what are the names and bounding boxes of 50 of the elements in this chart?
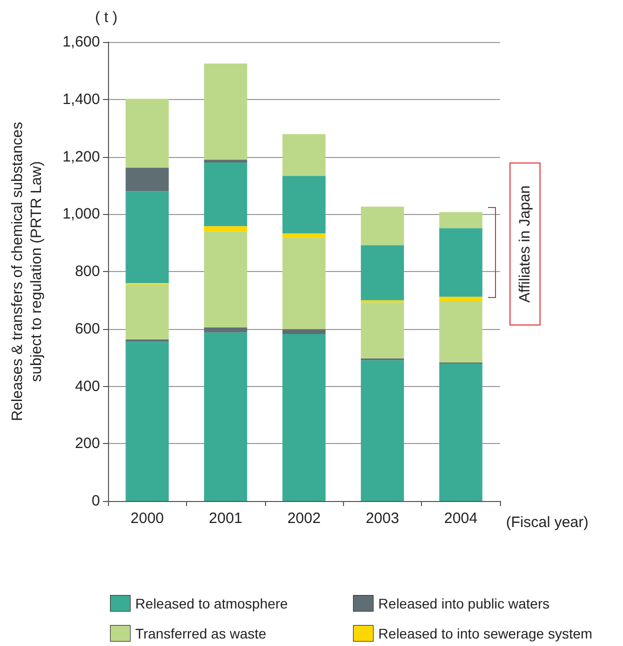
bar — [126, 339, 169, 342]
y-tick-label: 1,000 — [62, 206, 100, 223]
y-tick-label: 800 — [74, 263, 100, 280]
legend-label: Released to atmosphere — [135, 595, 288, 612]
bar — [204, 162, 248, 226]
x-tick-label: 2004 — [444, 510, 478, 527]
y-tick-label: 400 — [74, 378, 100, 395]
bar — [204, 160, 248, 162]
bar — [204, 64, 248, 160]
bar — [126, 191, 169, 283]
bar — [439, 301, 482, 362]
legend-label: Released into public waters — [378, 595, 550, 612]
bar — [360, 360, 404, 501]
bar — [439, 364, 482, 501]
y-tick-label: 1,400 — [62, 90, 100, 108]
y-axis-title: Releases & transfers of chemical substances subject to regulation (PRTR Law) — [9, 122, 45, 422]
legend-label: Transferred as waste — [135, 625, 266, 642]
bar — [282, 176, 326, 234]
bar — [126, 342, 169, 501]
bar — [204, 332, 248, 501]
text: Affiliates in Japan — [516, 185, 534, 303]
bar — [282, 233, 326, 238]
bar — [282, 134, 326, 176]
x-tick-label: 2002 — [287, 510, 321, 527]
bar — [282, 329, 326, 334]
bar — [282, 238, 326, 330]
bar — [204, 231, 248, 328]
bar — [126, 284, 169, 340]
y-tick-label: 200 — [74, 435, 100, 452]
text: ( t ) — [95, 9, 118, 26]
bar — [204, 327, 248, 332]
x-tick-label: 2001 — [208, 510, 242, 527]
bar — [282, 334, 326, 501]
bar — [360, 206, 404, 246]
bar — [126, 98, 169, 168]
y-tick-label: 1,200 — [62, 148, 100, 166]
legend-label: Released to into sewerage system — [378, 625, 592, 642]
bar — [360, 245, 404, 300]
x-tick-label: 2003 — [366, 510, 400, 527]
bar — [439, 228, 482, 297]
x-tick-label: 2000 — [130, 510, 164, 527]
y-tick-label: 1,600 — [62, 34, 100, 50]
y-tick-label: 600 — [74, 320, 100, 338]
x-axis-title: (Fiscal year) — [506, 514, 589, 531]
bar — [360, 302, 404, 358]
bar — [204, 226, 248, 232]
bar — [439, 296, 482, 302]
bar — [439, 212, 482, 228]
y-tick-label: 0 — [92, 492, 100, 510]
bar — [126, 168, 169, 192]
